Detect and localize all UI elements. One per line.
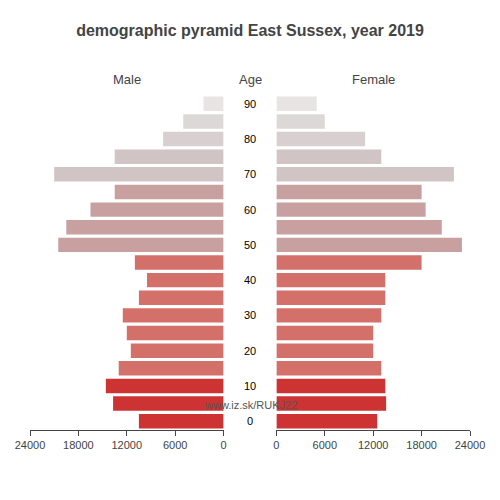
- svg-text:12000: 12000: [358, 439, 389, 451]
- svg-text:70: 70: [244, 168, 256, 180]
- svg-text:30: 30: [244, 309, 256, 321]
- svg-text:0: 0: [221, 439, 227, 451]
- svg-text:40: 40: [244, 274, 256, 286]
- svg-text:12000: 12000: [112, 439, 143, 451]
- svg-text:60: 60: [244, 204, 256, 216]
- svg-text:80: 80: [244, 133, 256, 145]
- svg-text:Male: Male: [113, 72, 141, 87]
- svg-text:24000: 24000: [455, 439, 486, 451]
- svg-text:www.iz.sk/RUKJ22: www.iz.sk/RUKJ22: [204, 399, 297, 411]
- svg-text:10: 10: [244, 380, 256, 392]
- svg-text:18000: 18000: [406, 439, 437, 451]
- svg-text:6000: 6000: [163, 439, 187, 451]
- svg-text:24000: 24000: [15, 439, 46, 451]
- svg-text:demographic pyramid East Susse: demographic pyramid East Sussex, year 20…: [76, 22, 424, 39]
- svg-text:90: 90: [244, 98, 256, 110]
- svg-text:Female: Female: [352, 72, 395, 87]
- svg-text:0: 0: [247, 415, 253, 427]
- svg-text:18000: 18000: [63, 439, 94, 451]
- svg-text:Age: Age: [239, 72, 262, 87]
- svg-text:6000: 6000: [313, 439, 337, 451]
- svg-text:0: 0: [273, 439, 279, 451]
- svg-text:20: 20: [244, 345, 256, 357]
- svg-text:50: 50: [244, 239, 256, 251]
